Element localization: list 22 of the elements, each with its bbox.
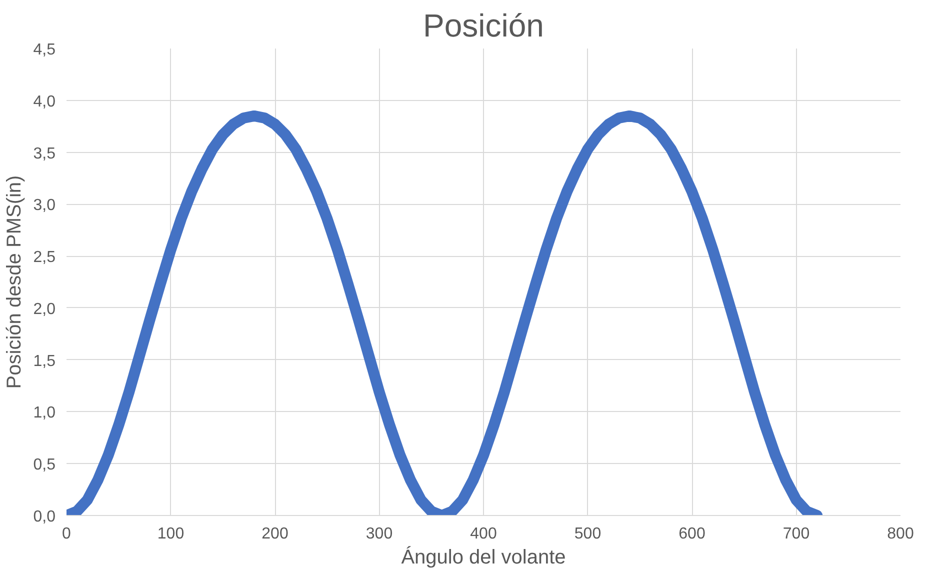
x-tick-label: 500 <box>574 526 602 542</box>
y-tick-label: 0,0 <box>33 508 56 526</box>
x-tick-label: 600 <box>678 526 706 542</box>
y-tick-label: 0,5 <box>33 456 56 474</box>
chart-title: Posición <box>423 8 544 44</box>
x-axis-title: Ángulo del volante <box>401 546 566 568</box>
y-tick-label: 1,5 <box>33 352 56 370</box>
x-tick-label: 700 <box>782 526 810 542</box>
y-tick-label: 2,5 <box>33 249 56 266</box>
x-tick-label: 0 <box>62 526 72 542</box>
x-tick-label: 200 <box>262 526 288 542</box>
y-tick-label: 4,5 <box>33 42 56 58</box>
x-tick-label: 100 <box>157 526 184 542</box>
y-tick-label: 4,0 <box>33 93 56 110</box>
y-tick-label: 2,0 <box>33 300 56 318</box>
x-tick-label: 800 <box>887 526 914 542</box>
x-tick-label: 300 <box>366 526 393 542</box>
x-tick-label: 400 <box>470 526 497 542</box>
y-tick-label: 3,0 <box>33 197 56 214</box>
y-axis-title: Posición desde PMS(in) <box>3 175 26 389</box>
y-tick-label: 1,0 <box>33 404 56 422</box>
y-tick-label: 3,5 <box>33 145 56 162</box>
